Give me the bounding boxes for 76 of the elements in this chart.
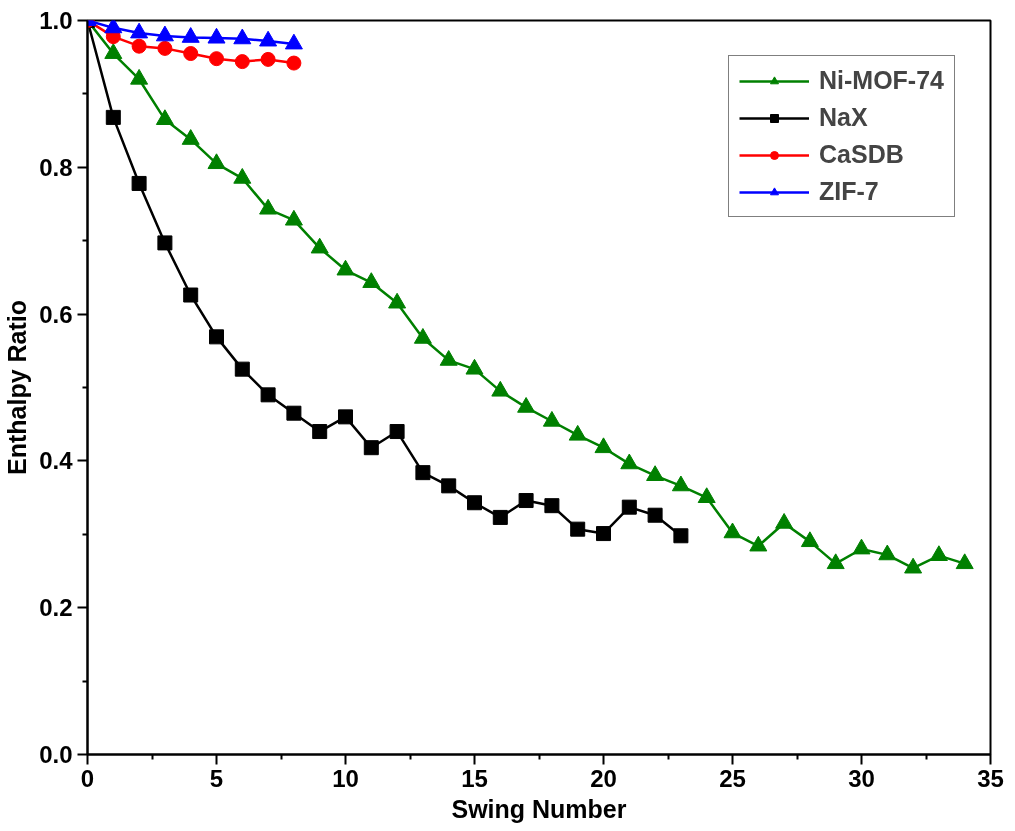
x-tick-label: 5 [209,764,224,792]
point [929,545,948,561]
point [183,287,199,303]
point [647,507,663,523]
x-tick-label: 30 [848,764,875,792]
x-tick-label: 10 [332,764,359,792]
point [775,512,794,529]
point [284,209,303,226]
point [852,538,871,555]
point [336,259,355,276]
point [697,487,716,504]
point [800,531,819,548]
point [491,380,510,397]
legend-label: Ni-MOF-74 [819,66,944,95]
x-tick-label: 20 [590,764,617,792]
x-tick-label: 0 [80,764,95,792]
point [234,361,250,377]
point [310,237,329,254]
point [620,453,639,470]
point [542,410,561,427]
point [646,465,665,481]
x-tick-label: 25 [719,764,746,792]
y-tick-label: 0.0 [39,741,73,768]
y-tick-label: 0.8 [39,153,73,181]
point [568,424,587,441]
point [878,544,897,561]
point [492,509,508,525]
point [181,129,200,145]
point [671,475,690,492]
point [826,553,845,570]
point [259,198,278,215]
point [157,235,173,251]
point [104,20,123,34]
point [181,27,200,43]
point [207,27,226,44]
point [439,350,458,366]
point [284,33,303,50]
point [570,521,586,537]
y-axis-title: Enthalpy Ratio [3,299,32,476]
legend-label: NaX [819,103,868,132]
point [413,328,432,344]
point [388,292,407,309]
y-tick-label: 0.2 [39,594,73,622]
point [131,175,147,191]
point [155,109,174,125]
x-tick-label: 15 [461,764,488,792]
legend-label: ZIF-7 [819,177,879,206]
y-tick-label: 0.6 [39,300,73,328]
point [207,153,226,170]
point [723,522,742,539]
point [131,38,147,54]
point [286,405,302,421]
point [105,109,121,125]
point [260,51,276,67]
legend-label: CaSDB [819,140,904,169]
point [286,55,302,71]
x-tick-label: 35 [977,764,1004,792]
point [155,25,174,42]
point [130,22,149,39]
point [904,557,923,574]
point [259,30,278,47]
point [233,168,252,184]
y-tick-label: 0.4 [39,447,74,475]
point [362,272,381,288]
x-axis-title: Swing Number [451,794,627,823]
point [517,397,536,413]
point [130,68,149,85]
point [157,40,173,56]
point [955,553,974,570]
point [465,358,484,375]
point [621,499,637,515]
point [233,28,252,45]
point [594,437,613,454]
point [104,43,123,59]
point [749,535,768,552]
y-tick-label: 1.0 [39,7,73,34]
